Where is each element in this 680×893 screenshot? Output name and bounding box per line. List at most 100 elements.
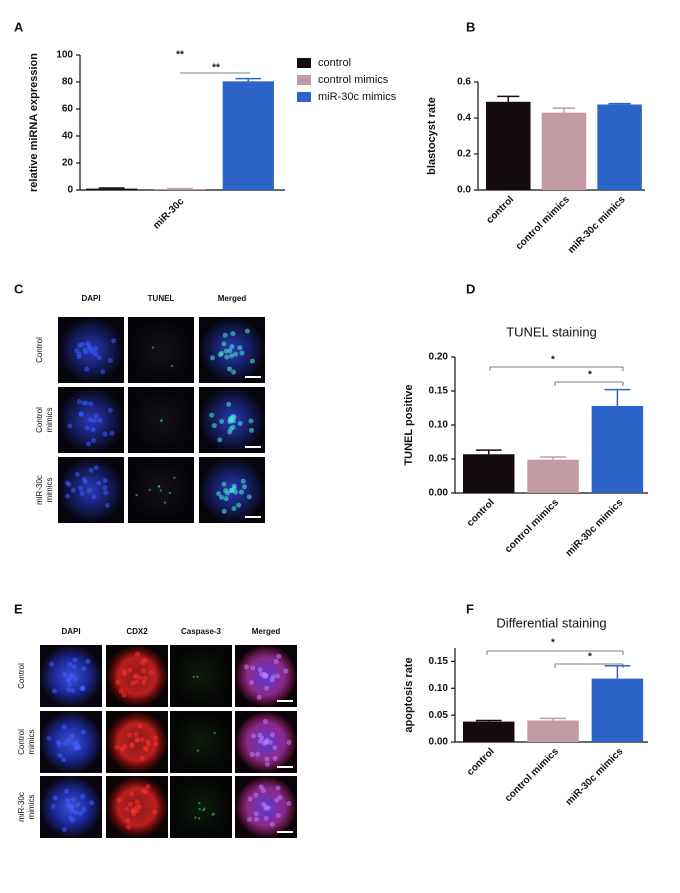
cell-nucleus <box>97 417 103 423</box>
legend-label: control <box>318 57 351 69</box>
cell-nucleus <box>93 351 99 357</box>
cell-nucleus <box>84 425 90 431</box>
cell-nucleus <box>196 749 200 752</box>
cell-nucleus <box>263 815 269 821</box>
row-label: mimics <box>27 795 36 820</box>
cell-nucleus <box>264 761 270 767</box>
micrograph <box>128 317 194 383</box>
cell-nucleus <box>133 673 139 679</box>
x-tick-label: miR-30c mimics <box>564 746 626 808</box>
row-label: Control <box>35 337 44 363</box>
cell-nucleus <box>229 344 235 350</box>
cell-nucleus <box>91 438 97 444</box>
cell-nucleus <box>139 755 145 761</box>
column-label: Caspase-3 <box>181 627 222 636</box>
cell-nucleus <box>109 430 115 436</box>
cell-nucleus <box>80 793 86 799</box>
cell-nucleus <box>140 660 146 666</box>
cell-nucleus <box>92 418 98 424</box>
bar <box>591 405 644 493</box>
x-tick-label: control mimics <box>514 194 572 252</box>
cell-nucleus <box>125 818 131 824</box>
column-label: DAPI <box>81 294 100 303</box>
y-tick-label: 0.15 <box>429 386 449 397</box>
row-label: mimics <box>45 478 54 503</box>
x-tick-label: miR-30c mimics <box>566 194 628 256</box>
cell-nucleus <box>194 816 197 819</box>
y-tick-label: 60 <box>62 104 74 115</box>
cell-nucleus <box>170 364 174 368</box>
cell-nucleus <box>219 494 225 500</box>
cell-nucleus <box>61 757 67 763</box>
cell-nucleus <box>224 490 230 496</box>
panel-letter: F <box>466 601 474 616</box>
cell-nucleus <box>148 670 154 676</box>
y-axis-label: apoptosis rate <box>403 657 415 732</box>
row-label: mimics <box>45 408 54 433</box>
micrograph <box>170 645 232 707</box>
y-tick-label: 0.05 <box>429 710 449 721</box>
cell-nucleus <box>221 341 227 347</box>
cell-nucleus <box>89 348 95 354</box>
cell-nucleus <box>62 827 68 833</box>
significance: * <box>551 355 555 366</box>
cell-nucleus <box>70 487 76 493</box>
cell-nucleus <box>85 658 91 664</box>
cell-nucleus <box>62 671 68 677</box>
cell-nucleus <box>251 733 257 739</box>
cell-nucleus <box>249 751 255 757</box>
row-label: miR-30c <box>35 475 44 505</box>
x-tick-label: control <box>465 497 497 529</box>
cell-nucleus <box>241 484 247 490</box>
cell-nucleus <box>68 815 74 821</box>
cell-nucleus <box>228 488 234 494</box>
cell-nucleus <box>267 739 273 745</box>
cell-nucleus <box>216 491 222 497</box>
cell-nucleus <box>240 478 246 484</box>
cell-nucleus <box>264 756 270 762</box>
cell-nucleus <box>69 808 75 814</box>
cell-nucleus <box>73 810 79 816</box>
cell-nucleus <box>80 729 86 735</box>
cell-nucleus <box>139 737 145 743</box>
bar <box>541 112 587 190</box>
bar <box>597 104 642 190</box>
cell-nucleus <box>276 653 282 659</box>
panel-letter: D <box>466 281 475 296</box>
column-label: Merged <box>218 294 247 303</box>
cell-nucleus <box>270 674 276 680</box>
cell-nucleus <box>212 812 215 815</box>
y-tick-label: 0.00 <box>429 737 449 748</box>
cell-nucleus <box>134 737 140 743</box>
cell-nucleus <box>107 357 113 363</box>
cell-nucleus <box>85 441 91 447</box>
cell-nucleus <box>275 812 281 818</box>
cell-nucleus <box>250 665 256 671</box>
cell-nucleus <box>107 407 113 413</box>
cell-nucleus <box>249 680 255 686</box>
cell-nucleus <box>198 807 201 811</box>
cell-nucleus <box>133 732 139 738</box>
cell-nucleus <box>122 671 128 677</box>
micrograph <box>170 711 232 773</box>
cell-nucleus <box>96 355 102 361</box>
cell-nucleus <box>236 502 242 508</box>
cell-nucleus <box>141 679 147 685</box>
cell-nucleus <box>50 803 56 809</box>
cell-nucleus <box>230 331 236 337</box>
cell-nucleus <box>263 805 269 811</box>
cell-nucleus <box>210 355 216 361</box>
cell-nucleus <box>127 667 133 673</box>
cell-nucleus <box>253 792 259 798</box>
cell-nucleus <box>69 733 75 739</box>
cell-nucleus <box>89 800 95 806</box>
cell-nucleus <box>226 401 232 407</box>
cell-nucleus <box>157 485 161 488</box>
y-tick-label: 0.10 <box>429 420 449 431</box>
y-tick-label: 0.6 <box>457 77 471 88</box>
cell-nucleus <box>231 505 237 511</box>
cell-nucleus <box>104 502 110 508</box>
y-axis-label: relative miRNA expression <box>28 53 40 192</box>
cell-nucleus <box>56 742 62 748</box>
